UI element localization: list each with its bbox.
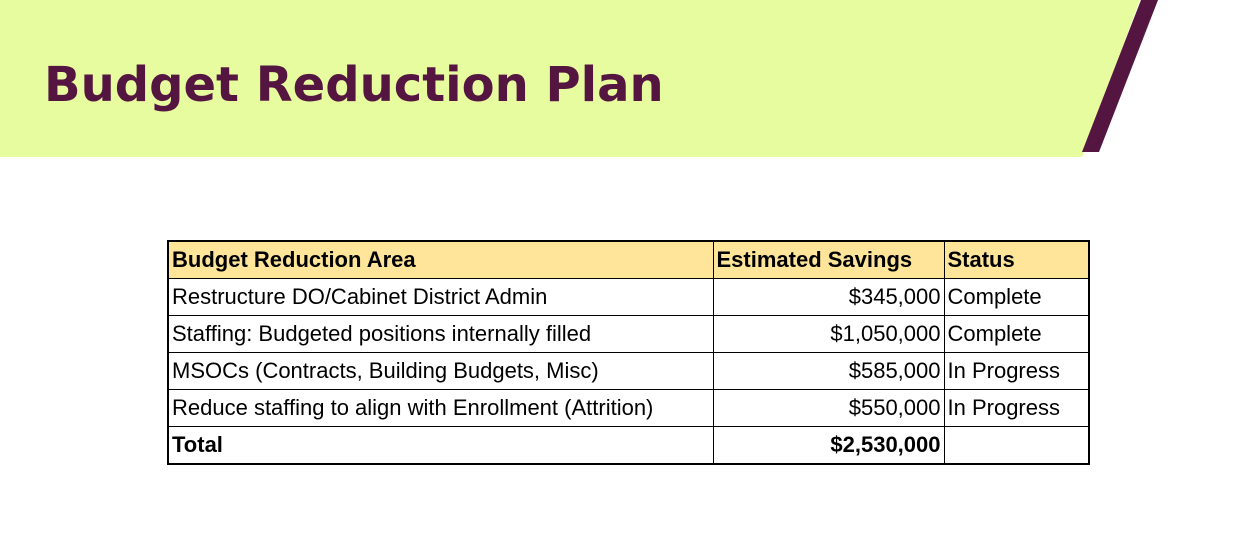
cell-status: Complete	[943, 278, 1090, 316]
budget-table-container: Budget Reduction Area Estimated Savings …	[167, 240, 1090, 465]
cell-savings: $345,000	[712, 278, 945, 316]
total-savings: $2,530,000	[712, 426, 945, 465]
title-banner	[0, 0, 1258, 157]
cell-savings: $550,000	[712, 389, 945, 427]
accent-stripe	[1082, 0, 1158, 152]
cell-area: Reduce staffing to align with Enrollment…	[167, 389, 714, 427]
header-area: Budget Reduction Area	[167, 240, 714, 279]
header-savings: Estimated Savings	[712, 240, 945, 279]
page-title: Budget Reduction Plan	[44, 57, 664, 113]
cell-area: MSOCs (Contracts, Building Budgets, Misc…	[167, 352, 714, 390]
cell-status: In Progress	[943, 389, 1090, 427]
cell-status: In Progress	[943, 352, 1090, 390]
banner-fill	[0, 0, 1140, 157]
table-row: MSOCs (Contracts, Building Budgets, Misc…	[167, 352, 1090, 390]
banner-shape	[0, 0, 1158, 157]
table-header-row: Budget Reduction Area Estimated Savings …	[167, 240, 1090, 279]
cell-savings: $585,000	[712, 352, 945, 390]
cell-area: Staffing: Budgeted positions internally …	[167, 315, 714, 353]
cell-area: Restructure DO/Cabinet District Admin	[167, 278, 714, 316]
header-status: Status	[943, 240, 1090, 279]
total-label: Total	[167, 426, 714, 465]
total-status	[943, 426, 1090, 465]
cell-status: Complete	[943, 315, 1090, 353]
table-total-row: Total $2,530,000	[167, 426, 1090, 465]
table-row: Restructure DO/Cabinet District Admin $3…	[167, 278, 1090, 316]
table-row: Reduce staffing to align with Enrollment…	[167, 389, 1090, 427]
cell-savings: $1,050,000	[712, 315, 945, 353]
table-row: Staffing: Budgeted positions internally …	[167, 315, 1090, 353]
budget-reduction-table: Budget Reduction Area Estimated Savings …	[167, 240, 1090, 465]
